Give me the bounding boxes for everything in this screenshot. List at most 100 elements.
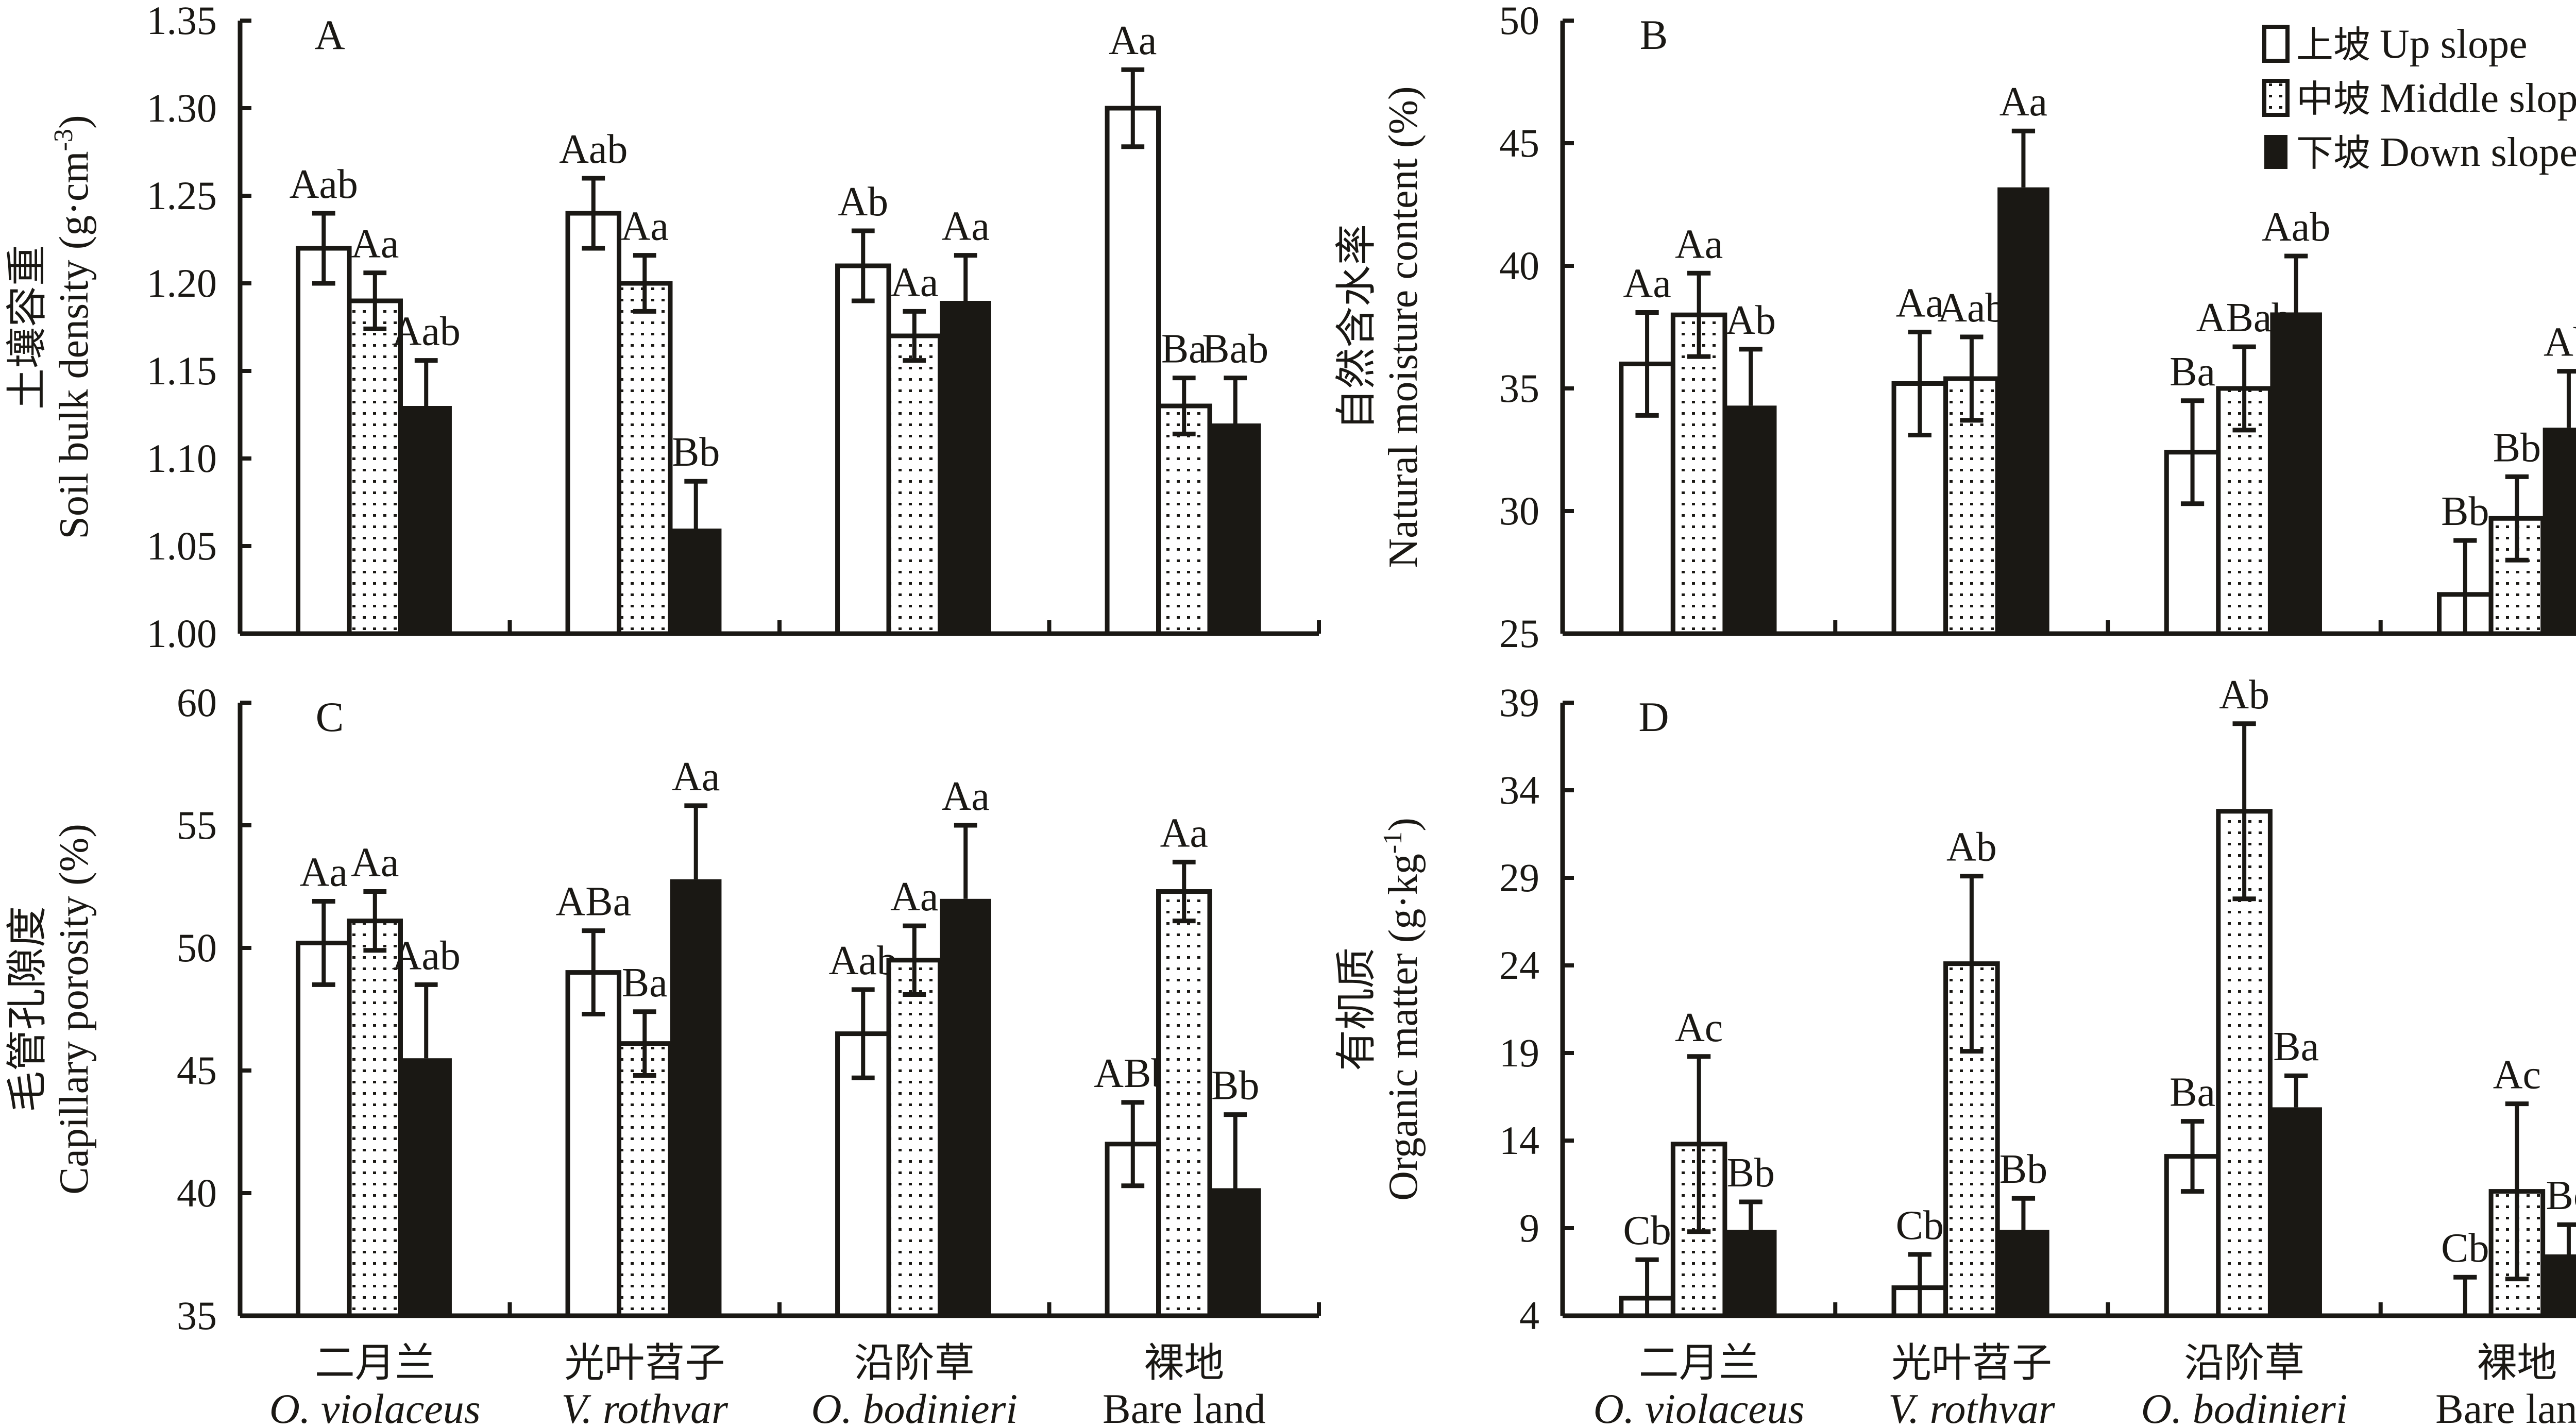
y-tick-label: 25	[1499, 611, 1539, 656]
y-tick-label: 19	[1499, 1030, 1539, 1075]
significance-label: Aa	[890, 874, 938, 920]
significance-label: Ba	[2170, 349, 2215, 395]
legend-swatch-black	[2264, 135, 2287, 169]
bar-down-slope	[670, 879, 722, 1316]
panel-a: 1.00 1.05 1.10 1.15 1.20 1.25 1.30 1.35 Aab Aab Ab…	[5, 0, 1321, 656]
significance-label: Bb	[1999, 1147, 2047, 1192]
significance-label: Bb	[1727, 1150, 1775, 1196]
significance-label: Bb	[1211, 1063, 1259, 1109]
significance-label: Bb	[2493, 425, 2541, 470]
legend-label: 上坡 Up slope	[2296, 22, 2528, 67]
significance-label: Cb	[2441, 1226, 2489, 1271]
y-axis-title-main: Organic matter (g·kg	[1381, 854, 1426, 1201]
y-tick-label: 1.10	[147, 436, 217, 481]
y-axis-title-cn: 自然含水率	[1334, 224, 1380, 430]
significance-label: Ab	[2219, 672, 2269, 718]
bar-down-slope	[2543, 428, 2576, 634]
significance-label: Aab	[2262, 205, 2330, 250]
y-axis-title-superscript: -3	[49, 129, 78, 151]
category-label-en: V. rothvar	[562, 1385, 729, 1427]
bar-up-slope	[296, 246, 352, 636]
category-label-cn: 沿阶草	[2184, 1340, 2304, 1386]
bar-middle-slope	[617, 281, 673, 636]
significance-label: Aab	[392, 309, 461, 354]
bar-middle-slope	[886, 958, 942, 1318]
category-label-en: V. rothvar	[1888, 1385, 2056, 1427]
y-tick-label: 1.25	[147, 173, 217, 218]
significance-label: Aab	[559, 127, 628, 172]
category-label-en: Bare land	[1103, 1385, 1265, 1427]
bar-middle-slope	[1156, 403, 1212, 636]
y-tick-label: 45	[1499, 121, 1539, 165]
y-tick-label: 35	[1499, 366, 1539, 411]
y-tick-label: 24	[1499, 943, 1539, 988]
category-label-cn: 裸地	[1144, 1340, 1224, 1386]
bar-middle-slope	[347, 919, 403, 1318]
significance-label: Aa	[1675, 222, 1723, 267]
legend-label-en: Middle slope	[2380, 76, 2576, 121]
y-axis-title-main: Capillary porosity (%)	[52, 824, 97, 1195]
bar-up-slope	[565, 970, 622, 1318]
bar-middle-slope	[886, 333, 942, 636]
legend-label-cn: 下坡	[2296, 131, 2370, 175]
y-tick-label: 1.20	[147, 261, 217, 305]
y-tick-label: 9	[1519, 1205, 1539, 1250]
panel-letter: D	[1638, 693, 1669, 740]
bar-down-slope	[2270, 1107, 2322, 1316]
category-label-en: O. bodinieri	[2141, 1385, 2348, 1427]
legend-swatch-white	[2262, 25, 2290, 63]
significance-label: Bb	[672, 430, 720, 475]
y-tick-label: 55	[177, 803, 217, 847]
y-tick-label: 1.15	[147, 348, 217, 393]
bar-down-slope	[1997, 1230, 2049, 1316]
significance-label: Aab	[1937, 285, 2006, 331]
y-axis-title-cn: 有机质	[1334, 947, 1380, 1071]
category-label-cn: 光叶苕子	[1891, 1340, 2052, 1386]
category-label-cn: 二月兰	[315, 1340, 435, 1386]
bar-middle-slope	[2216, 809, 2273, 1318]
y-tick-label: 1.00	[147, 611, 217, 656]
y-tick-label: 34	[1499, 768, 1539, 812]
y-axis-title-en: Soil bulk density (g·cm-3)	[49, 115, 97, 539]
significance-label: Aa	[942, 774, 990, 819]
significance-label: Ba	[2273, 1024, 2319, 1069]
significance-label: Aa	[1999, 79, 2047, 125]
y-axis-title-cn: 土壤容重	[5, 245, 50, 410]
y-tick-label: 40	[177, 1170, 217, 1215]
y-axis-title-main: Natural moisture content (%)	[1381, 86, 1426, 568]
significance-label: ABa	[555, 879, 631, 925]
category-label-cn: 二月兰	[1639, 1340, 1759, 1386]
legend-label: 下坡 Down slope	[2296, 130, 2576, 175]
category-label-en: Bare land	[2435, 1385, 2576, 1427]
significance-label: Aa	[1896, 281, 1944, 326]
bar-middle-slope	[1670, 312, 1727, 636]
y-axis-title-cn: 毛管孔隙度	[5, 906, 50, 1112]
significance-label: Ac	[1675, 1005, 1723, 1050]
category-label-en: O. bodinieri	[811, 1385, 1018, 1427]
y-tick-label: 1.05	[147, 523, 217, 568]
bar-up-slope	[296, 940, 352, 1318]
category-label-cn: 光叶苕子	[564, 1340, 725, 1386]
legend-label: 中坡 Middle slope	[2296, 76, 2576, 121]
legend-label-cn: 中坡	[2296, 77, 2370, 121]
significance-label: Cb	[1623, 1208, 1671, 1253]
legend-label-en: Up slope	[2380, 22, 2528, 67]
legend-label-cn: 上坡	[2296, 23, 2370, 66]
y-axis-title-close: )	[52, 115, 97, 129]
category-label-en: O. violaceus	[1594, 1385, 1805, 1427]
bar-down-slope	[2543, 1254, 2576, 1316]
significance-label: Aab	[829, 938, 897, 983]
significance-label: Ac	[2493, 1052, 2541, 1098]
significance-label: Aa	[300, 850, 348, 895]
category-label-cn: 沿阶草	[854, 1340, 975, 1386]
significance-label: Ab	[838, 179, 888, 225]
y-tick-label: 39	[1499, 680, 1539, 725]
significance-label: Ba	[2170, 1070, 2215, 1115]
significance-label: Aa	[351, 222, 399, 267]
significance-label: Aa	[1160, 810, 1208, 856]
y-axis-title-main: Soil bulk density (g·cm	[52, 151, 97, 539]
significance-label: Ba	[622, 960, 668, 1006]
